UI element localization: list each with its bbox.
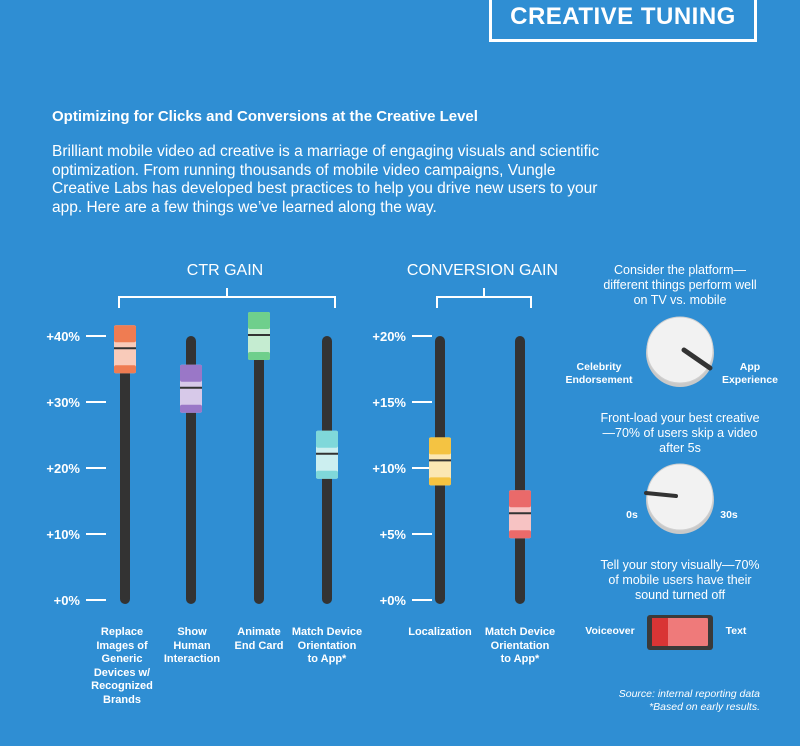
dial-needle <box>681 347 713 371</box>
slider-handle-bottom <box>429 477 451 486</box>
tick-label: +5% <box>380 527 407 542</box>
slider-handle-top <box>114 325 136 343</box>
slider-track <box>254 336 264 604</box>
slider-handle-top <box>180 364 202 382</box>
category-label-line: Recognized <box>91 680 153 692</box>
slider-track <box>515 336 525 604</box>
tick-label: +10% <box>46 527 80 542</box>
category-label-line: to App* <box>307 653 347 665</box>
timer-left-label: 0s <box>626 509 638 521</box>
category-label-line: Devices w/ <box>93 666 151 679</box>
conversion-chart-title: CONVERSION GAIN <box>406 262 559 279</box>
conversion-bracket <box>436 288 532 308</box>
slider-handle-bottom <box>316 470 338 479</box>
tip-frontload-text: Front-load your best creative—70% of use… <box>600 411 760 455</box>
category-label-line: Human <box>173 639 211 652</box>
knob-right-label: App Experience <box>721 361 779 386</box>
category-label-line: Localization <box>408 626 472 638</box>
category-label-line: Match Device <box>291 626 363 638</box>
source-text: Source: internal reporting data <box>618 688 760 700</box>
dial-knob <box>646 316 714 384</box>
tick-label: +0% <box>380 593 407 608</box>
ctr-category-label-2: Animate End Card <box>214 626 304 653</box>
tick-label: +40% <box>46 329 80 344</box>
category-label-line: Replace <box>100 626 144 638</box>
subtitle: Optimizing for Clicks and Conversions at… <box>52 108 478 125</box>
conversion-category-label-1: Match Device Orientation to App* <box>475 626 565 667</box>
category-label-line: Images of <box>96 639 148 652</box>
slider-handle-top <box>248 312 270 329</box>
slider-handle-top <box>509 490 531 508</box>
ctr-category-label-3: Match Device Orientation to App* <box>282 626 372 667</box>
category-label-line: Generic <box>101 653 143 665</box>
tick-label: +10% <box>372 461 406 476</box>
category-label-line: Brands <box>103 693 141 706</box>
category-label-line: End Card <box>234 639 284 652</box>
slider-handle-top <box>316 430 338 448</box>
conversion-category-label-0: Localization <box>395 626 485 640</box>
toggle-fill <box>668 618 708 646</box>
category-label-line: Show <box>177 626 207 638</box>
toggle-right-label: Text <box>725 625 747 637</box>
category-label-line: Orientation <box>297 639 357 652</box>
slider-handle-bottom <box>248 352 270 360</box>
ctr-chart-title: CTR GAIN <box>186 262 264 279</box>
slider-handle-bottom <box>114 365 136 374</box>
toggle-left-label: Voiceover <box>585 625 635 637</box>
category-label-line: Animate <box>237 626 281 638</box>
tick-label: +20% <box>372 329 406 344</box>
timer-needle <box>644 491 678 498</box>
tip-platform-text: Consider the platform—different things p… <box>603 263 757 307</box>
toggle-knob <box>652 618 668 646</box>
footnote-text: *Based on early results. <box>649 701 760 713</box>
category-label-line: Orientation <box>490 639 550 652</box>
tick-label: +15% <box>372 395 406 410</box>
slider-handle-bottom <box>509 530 531 539</box>
category-label-line: Interaction <box>163 653 221 665</box>
slider-track <box>120 336 130 604</box>
knob-left-label: Celebrity Endorsement <box>565 361 633 386</box>
ctr-category-label-0: Replace Images of Generic Devices w/Recogni… <box>77 626 167 707</box>
slider-handle-bottom <box>180 404 202 413</box>
tick-label: +20% <box>46 461 80 476</box>
ctr-category-label-1: Show Human Interaction <box>147 626 237 667</box>
ctr-bracket <box>118 288 336 308</box>
category-label-line: Match Device <box>484 626 556 638</box>
tick-label: +0% <box>54 593 81 608</box>
slider-handle-top <box>429 437 451 455</box>
tick-label: +30% <box>46 395 80 410</box>
tip-visual-text: Tell your story visually—70% of mobile u… <box>600 558 760 602</box>
category-label-line: to App* <box>500 653 540 665</box>
timer-right-label: 30s <box>720 509 738 521</box>
intro-paragraph: Brilliant mobile video ad creative is a … <box>52 143 600 216</box>
timer-knob <box>646 463 714 531</box>
page-title: CREATIVE TUNING <box>489 0 757 42</box>
source-note: Source: internal reporting data *Based o… <box>619 688 760 714</box>
